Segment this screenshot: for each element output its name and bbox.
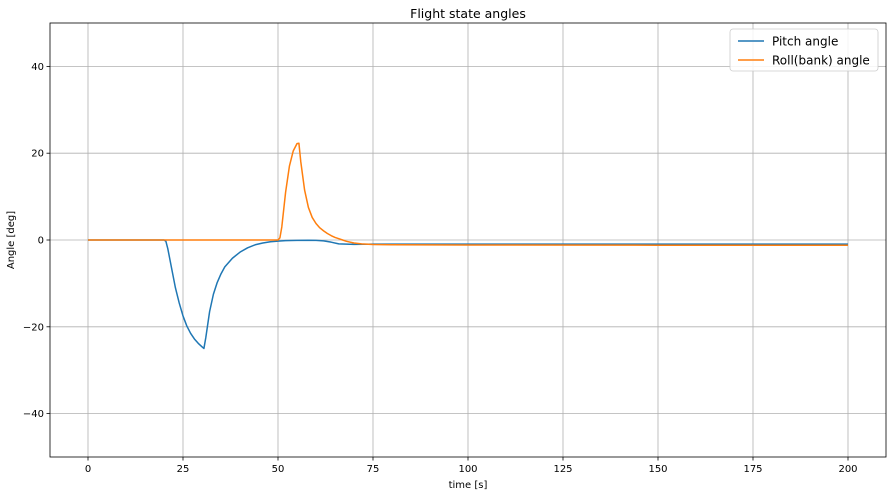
y-tick-label: 0: [38, 236, 44, 247]
legend-label-1: Pitch angle: [772, 35, 838, 49]
legend: Pitch angle Roll(bank) angle: [729, 28, 879, 72]
y-tick-label: 20: [31, 149, 44, 160]
x-tick-label: 100: [458, 464, 477, 475]
x-tick-label: 125: [553, 464, 572, 475]
chart-title: Flight state angles: [410, 6, 526, 21]
y-tick-label: −20: [23, 322, 44, 333]
legend-box: [729, 28, 879, 72]
x-tick-label: 25: [177, 464, 190, 475]
series-line-1: [88, 239, 848, 350]
x-tick-label: 175: [743, 464, 762, 475]
x-tick-label: 150: [648, 464, 667, 475]
x-tick-label: 50: [272, 464, 285, 475]
x-tick-label: 200: [838, 464, 857, 475]
legend-label-2: Roll(bank) angle: [772, 54, 870, 68]
series-lines: [88, 142, 848, 350]
x-tick-label: 0: [85, 464, 91, 475]
y-tick-label: 40: [31, 62, 44, 73]
axis-ticks: 0 25 50 75 100 125 150 175 200 −40 −20 0 20 40: [23, 62, 858, 475]
y-tick-label: −40: [23, 409, 44, 420]
series-line-2: [88, 142, 848, 246]
y-axis-label: Angle [deg]: [6, 211, 17, 269]
x-tick-label: 75: [367, 464, 380, 475]
x-axis-label: time [s]: [449, 480, 488, 491]
